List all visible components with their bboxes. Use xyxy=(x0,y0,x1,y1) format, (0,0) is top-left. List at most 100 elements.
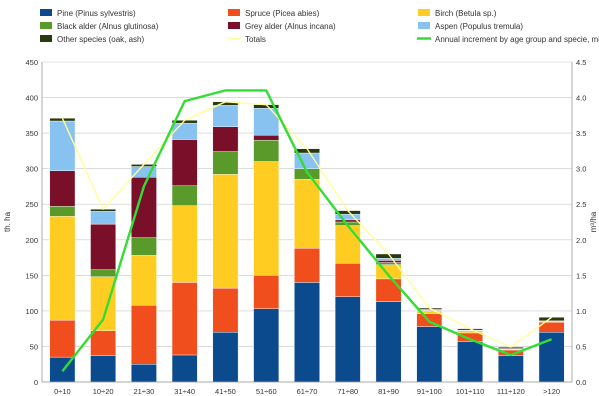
y2-tick-label: 0.0 xyxy=(576,378,586,387)
bar-spruce xyxy=(90,330,116,356)
legend-swatch-grey-alder xyxy=(228,22,240,29)
axes: 0 50 100 150 200 250 300 350 400 450 0.0 0.5 1.0 1.5 2… xyxy=(25,58,586,396)
lines xyxy=(61,89,553,373)
y-tick-label: 150 xyxy=(25,271,38,280)
bar-spruce xyxy=(131,305,157,365)
bar-pine xyxy=(131,364,157,383)
y2-tick-label: 2.0 xyxy=(576,236,586,245)
x-tick-label: 101÷110 xyxy=(456,387,485,396)
bar-black-alder xyxy=(131,237,157,256)
bar-pine xyxy=(90,355,116,383)
x-tick-label: 21÷30 xyxy=(134,387,155,396)
bar-grey-alder xyxy=(212,126,239,152)
legend-swatch-black-alder xyxy=(40,22,52,29)
x-tick-label: 61÷70 xyxy=(297,387,318,396)
bar-aspen xyxy=(253,108,280,136)
bar-black-alder xyxy=(212,151,239,175)
legend-swatch-other-species xyxy=(40,35,52,42)
bar-grey-alder xyxy=(375,260,402,263)
bar-birch xyxy=(212,174,239,289)
bar-spruce xyxy=(375,278,402,302)
line-totals xyxy=(61,101,553,348)
bar-other-species xyxy=(538,317,565,322)
bar-birch xyxy=(49,216,76,321)
y-tick-label: 50 xyxy=(30,342,38,351)
x-tick-label: 71÷80 xyxy=(337,387,358,396)
bar-pine xyxy=(498,355,524,383)
legend-label-other-species: Other species (oak, ash) xyxy=(57,35,144,44)
bar-black-alder xyxy=(90,269,116,277)
bar-pine xyxy=(253,308,280,383)
y-tick-label: 0 xyxy=(34,378,38,387)
legend-label-birch: Birch (Betula sp.) xyxy=(435,9,497,18)
bar-birch xyxy=(171,205,198,283)
legend-swatch-birch xyxy=(418,9,430,16)
legend-label-spruce: Spruce (Picea abies) xyxy=(245,9,320,18)
bar-black-alder xyxy=(253,140,280,162)
y2-axis-label: m³/ha xyxy=(589,211,598,232)
legend-swatch-aspen xyxy=(418,22,430,29)
y2-tick-label: 4.0 xyxy=(576,94,586,103)
x-tick-label: 41÷50 xyxy=(215,387,236,396)
bar-spruce xyxy=(334,263,361,297)
bar-pine xyxy=(171,354,198,383)
legend-label-black-alder: Black alder (Alnus glutinosa) xyxy=(57,22,159,31)
y2-tick-label: 3.5 xyxy=(576,129,586,138)
bar-spruce xyxy=(212,287,239,333)
x-tick-label: 0÷10 xyxy=(54,387,71,396)
bar-birch xyxy=(253,161,280,276)
bar-spruce xyxy=(294,248,320,283)
bar-pine xyxy=(294,282,320,383)
y-tick-label: 200 xyxy=(25,236,38,245)
legend: Pine (Pinus sylvestris) Spruce (Picea abi… xyxy=(40,9,599,44)
x-tick-label: 31÷40 xyxy=(174,387,195,396)
bar-aspen xyxy=(212,105,239,127)
x-tick-label: >120 xyxy=(543,387,560,396)
bar-spruce xyxy=(253,275,280,309)
y-tick-label: 100 xyxy=(25,307,38,316)
bar-birch xyxy=(334,225,361,264)
bar-black-alder xyxy=(171,185,198,206)
bar-pine xyxy=(416,326,443,383)
bar-spruce xyxy=(171,282,198,356)
y2-tick-label: 4.5 xyxy=(576,58,586,67)
x-tick-label: 111÷120 xyxy=(497,387,525,396)
legend-swatch-pine xyxy=(40,9,52,16)
bar-grey-alder xyxy=(171,139,198,186)
line-annual-increment-by-age-group-and-specie-mill-m xyxy=(61,89,553,373)
y-tick-label: 350 xyxy=(25,129,38,138)
y2-tick-label: 2.5 xyxy=(576,200,586,209)
legend-label-grey-alder: Grey alder (Alnus incana) xyxy=(245,22,336,31)
x-tick-label: 51÷60 xyxy=(256,387,277,396)
y2-tick-label: 1.0 xyxy=(576,307,586,316)
bar-grey-alder xyxy=(90,223,116,270)
bar-birch xyxy=(90,276,116,331)
y-tick-label: 400 xyxy=(25,94,38,103)
bar-spruce xyxy=(49,319,76,358)
bar-birch xyxy=(294,179,320,249)
y-axis-label: th. ha xyxy=(3,211,12,232)
bar-grey-alder xyxy=(253,135,280,141)
bar-birch xyxy=(131,255,157,306)
legend-label-aspen: Aspen (Populus tremula) xyxy=(435,22,523,31)
x-tick-label: 91÷100 xyxy=(417,387,442,396)
x-tick-label: 81÷90 xyxy=(378,387,399,396)
y2-tick-label: 3.0 xyxy=(576,165,586,174)
bar-aspen xyxy=(375,258,402,261)
y2-tick-label: 1.5 xyxy=(576,271,586,280)
y-tick-label: 450 xyxy=(25,58,38,67)
y-tick-label: 300 xyxy=(25,165,38,174)
y-tick-label: 250 xyxy=(25,200,38,209)
bar-pine xyxy=(334,296,361,383)
legend-label-totals: Totals xyxy=(245,35,266,44)
legend-label-pine: Pine (Pinus sylvestris) xyxy=(57,9,136,18)
bar-aspen xyxy=(171,122,198,140)
bar-grey-alder xyxy=(49,170,76,207)
bar-pine xyxy=(375,301,402,383)
legend-label-annual-increment-by-age-group-and-specie-mill-m: Annual increment by age group and specie… xyxy=(435,35,599,44)
legend-swatch-spruce xyxy=(228,9,240,16)
bar-aspen xyxy=(49,120,76,172)
x-tick-label: 10÷20 xyxy=(93,387,114,396)
bar-pine xyxy=(212,332,239,383)
